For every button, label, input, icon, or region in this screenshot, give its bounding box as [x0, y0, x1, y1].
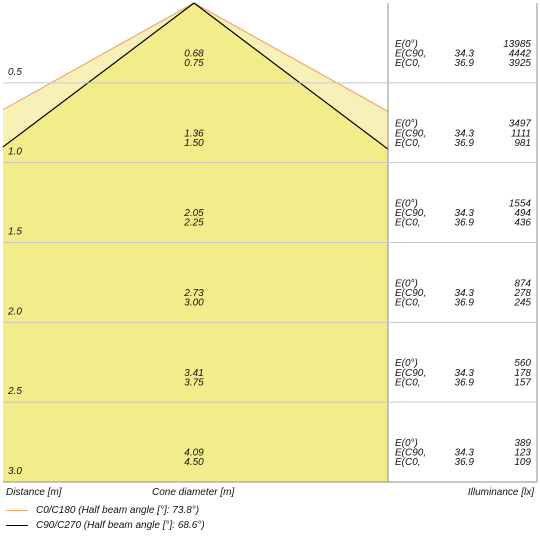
illum-c0-value: 981	[514, 138, 531, 149]
diameter-c0-label: 2.05	[183, 208, 204, 219]
diameter-c90-label: 1.50	[184, 138, 204, 149]
illum-center-value: 1554	[509, 199, 532, 210]
legend-swatch-c90	[6, 525, 28, 526]
angle-c90-value: 34.3	[455, 368, 475, 379]
diameter-c90-label: 3.75	[184, 377, 204, 388]
legend-label-c90: C90/C270 (Half beam angle [°]: 68.6°)	[36, 520, 205, 531]
cone-edge-c0-left	[2, 2, 195, 111]
illum-c90-name: E(C90,	[395, 288, 426, 299]
illum-center-name: E(0°)	[395, 119, 418, 130]
illum-c90-name: E(C90,	[395, 128, 426, 139]
illum-c0-value: 3925	[509, 58, 532, 69]
illum-c90-name: E(C90,	[395, 48, 426, 59]
legend-swatch-c0	[6, 510, 28, 511]
diameter-c90-label: 4.50	[184, 457, 204, 468]
illum-c0-name: E(C0,	[395, 218, 421, 229]
diameter-c0-label: 1.36	[184, 128, 204, 139]
angle-c90-value: 34.3	[455, 448, 475, 459]
diameter-c90-label: 0.75	[184, 58, 204, 69]
illum-center-value: 389	[514, 438, 531, 449]
illum-c0-name: E(C0,	[395, 58, 421, 69]
cone-edge-c90-left	[2, 2, 195, 148]
illuminance-label: Illuminance [lx]	[467, 487, 534, 498]
illum-c0-value: 436	[514, 218, 531, 229]
illum-c0-name: E(C0,	[395, 298, 421, 309]
illum-center-name: E(0°)	[395, 278, 418, 289]
angle-c0-value: 36.9	[455, 298, 475, 309]
illum-c90-value: 123	[514, 448, 531, 459]
illum-center-name: E(0°)	[395, 438, 418, 449]
grid-layer	[3, 3, 538, 483]
illum-center-value: 13985	[503, 39, 531, 50]
diameter-c0-label: 3.41	[184, 368, 203, 379]
angle-c0-value: 36.9	[455, 138, 475, 149]
illum-c90-name: E(C90,	[395, 448, 426, 459]
illum-c0-name: E(C0,	[395, 377, 421, 388]
diameter-c0-label: 0.68	[184, 48, 204, 59]
illum-c90-value: 494	[514, 208, 531, 219]
illum-center-name: E(0°)	[395, 39, 418, 50]
legend-entry-c90: C90/C270 (Half beam angle [°]: 68.6°)	[6, 520, 205, 531]
cone-diameter-label: Cone diameter [m]	[152, 487, 235, 498]
cone-edge-c0-right	[193, 2, 389, 112]
angle-c0-value: 36.9	[455, 377, 475, 388]
illum-c90-value: 4442	[509, 48, 532, 59]
angle-c0-value: 36.9	[455, 58, 475, 69]
angle-c0-value: 36.9	[455, 457, 475, 468]
text-layer: 0.50.680.75E(0°)E(C90,E(C0,34.336.913985…	[7, 39, 531, 477]
diameter-c90-label: 2.25	[183, 218, 204, 229]
illum-c90-name: E(C90,	[395, 208, 426, 219]
angle-c90-value: 34.3	[455, 288, 475, 299]
distance-label: 1.5	[8, 227, 22, 238]
illum-c0-name: E(C0,	[395, 138, 421, 149]
illum-c0-value: 109	[514, 457, 531, 468]
distance-label: 2.0	[7, 306, 22, 317]
distance-label: 2.5	[7, 386, 22, 397]
illum-center-value: 3497	[509, 119, 532, 130]
cone-edge-c90-right	[193, 2, 389, 150]
illum-c90-value: 1111	[511, 128, 531, 139]
diameter-c90-label: 3.00	[184, 298, 204, 309]
illum-c90-value: 178	[514, 368, 531, 379]
illum-c0-name: E(C0,	[395, 457, 421, 468]
illum-c0-value: 245	[513, 298, 531, 309]
x-axis-label: Distance [m]	[6, 487, 62, 498]
illum-center-name: E(0°)	[395, 199, 418, 210]
illum-center-name: E(0°)	[395, 358, 418, 369]
diameter-c0-label: 4.09	[184, 448, 204, 459]
illum-center-value: 560	[514, 358, 531, 369]
diameter-c0-label: 2.73	[183, 288, 204, 299]
illum-c90-value: 278	[513, 288, 531, 299]
distance-label: 3.0	[8, 466, 22, 477]
angle-c0-value: 36.9	[455, 218, 475, 229]
legend-label-c0: C0/C180 (Half beam angle [°]: 73.8°)	[36, 505, 200, 516]
illum-c90-name: E(C90,	[395, 368, 426, 379]
distance-label: 1.0	[8, 147, 22, 158]
legend-entry-c0: C0/C180 (Half beam angle [°]: 73.8°)	[6, 505, 199, 516]
distance-label: 0.5	[8, 67, 22, 78]
angle-c90-value: 34.3	[455, 48, 475, 59]
illum-c0-value: 157	[514, 377, 531, 388]
angle-c90-value: 34.3	[455, 208, 475, 219]
illum-center-value: 874	[514, 278, 531, 289]
angle-c90-value: 34.3	[455, 128, 475, 139]
